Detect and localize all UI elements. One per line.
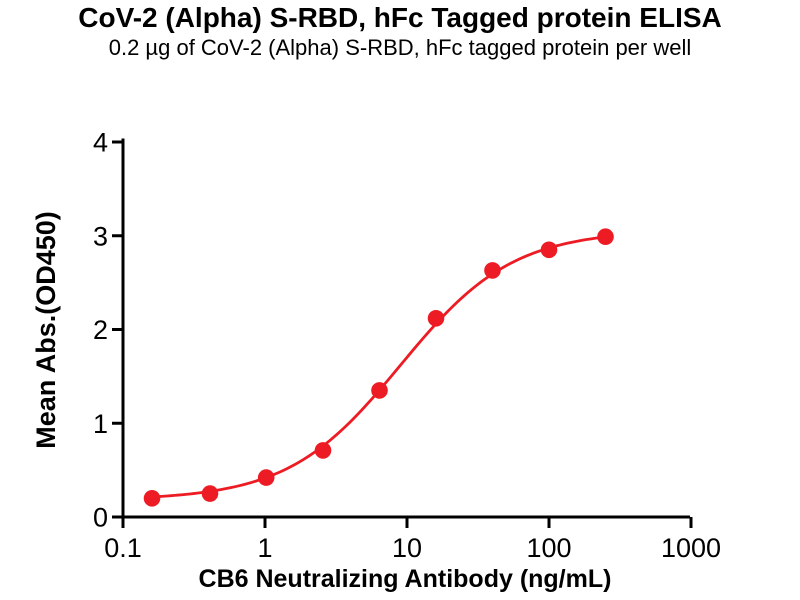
x-axis-ticks: 0.1 1 10 100 1000 (104, 517, 721, 563)
data-point-markers (143, 228, 614, 507)
x-tick-label: 0.1 (104, 533, 142, 563)
x-axis-label: CB6 Neutralizing Antibody (ng/mL) (198, 565, 612, 593)
data-point (597, 228, 614, 245)
data-point (540, 241, 558, 259)
chart-subtitle: 0.2 µg of CoV-2 (Alpha) S-RBD, hFc tagge… (108, 35, 692, 60)
y-tick-label: 2 (93, 315, 108, 345)
y-axis-ticks: 0 1 2 3 4 (93, 128, 123, 533)
y-tick-label: 4 (93, 128, 108, 158)
y-tick-label: 3 (93, 221, 108, 251)
y-axis-label: Mean Abs.(OD450) (31, 211, 61, 449)
axes (121, 138, 690, 519)
data-point (201, 485, 219, 502)
data-point (314, 442, 332, 459)
x-tick-label: 10 (392, 533, 422, 563)
dose-response-fit-curve (150, 235, 607, 499)
y-tick-label: 0 (93, 503, 108, 533)
x-tick-label: 1 (257, 533, 272, 563)
x-tick-label: 1000 (661, 533, 721, 563)
data-point (371, 382, 388, 399)
data-point (427, 310, 445, 327)
data-point (143, 490, 161, 507)
x-tick-label: 100 (526, 533, 571, 563)
y-tick-label: 1 (93, 409, 108, 439)
chart-title: CoV-2 (Alpha) S-RBD, hFc Tagged protein … (78, 2, 722, 33)
data-point (484, 262, 501, 279)
data-point (257, 469, 275, 486)
